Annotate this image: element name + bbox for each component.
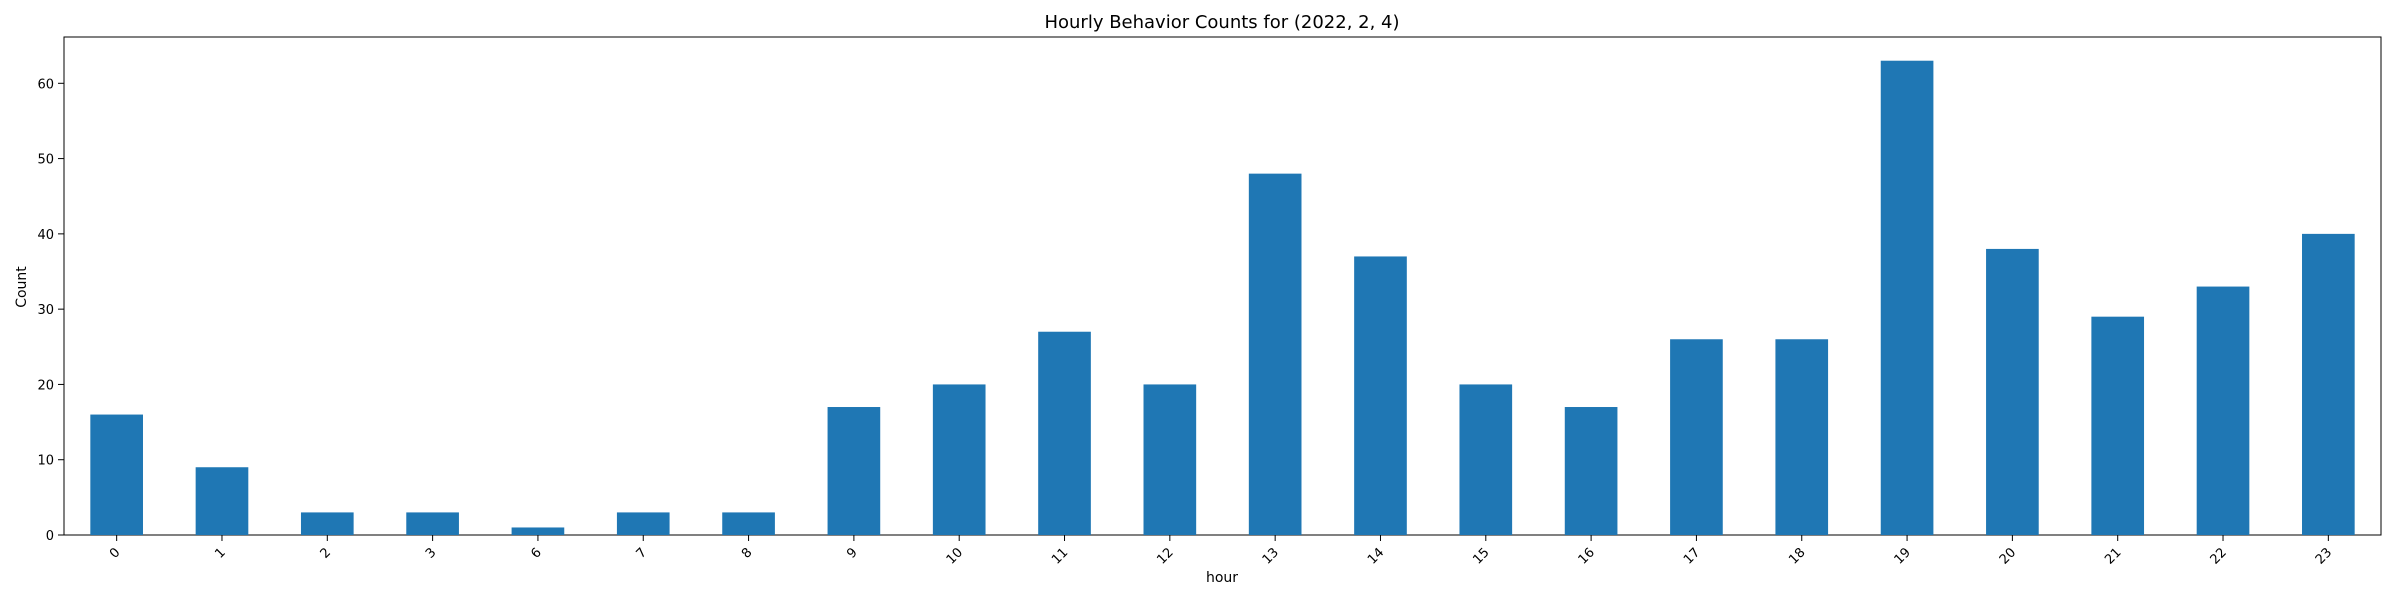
plot-frame <box>63 36 2382 536</box>
x-tick-label: 12 <box>1154 545 1176 567</box>
bar-hour-21 <box>2091 316 2145 535</box>
y-tick-label: 10 <box>37 454 54 469</box>
bar-hour-18 <box>1775 339 1829 535</box>
bar-hour-16 <box>1564 407 1618 535</box>
x-tick-label: 16 <box>1576 545 1598 567</box>
y-tick-label: 50 <box>37 153 54 168</box>
y-axis-label: Count <box>14 266 30 308</box>
x-tick-label: 21 <box>2102 545 2124 567</box>
bar-hour-10 <box>932 384 986 535</box>
y-tick-label: 20 <box>37 378 54 393</box>
bar-hour-1 <box>195 467 249 535</box>
bar-hour-15 <box>1459 384 1513 535</box>
x-tick-label: 19 <box>1892 545 1914 567</box>
bar-hour-23 <box>2302 233 2355 535</box>
x-tick-label: 10 <box>944 545 966 567</box>
x-tick-label: 18 <box>1786 545 1808 567</box>
bar-hour-3 <box>406 512 459 535</box>
bar-hour-20 <box>1986 248 2039 536</box>
bar-hour-13 <box>1248 173 1302 535</box>
y-tick-label: 60 <box>37 77 54 92</box>
bar-series <box>90 60 2355 536</box>
y-tick-label: 0 <box>46 529 54 544</box>
x-tick-label: 15 <box>1470 545 1492 567</box>
bar-hour-22 <box>2196 286 2250 535</box>
x-tick-label: 9 <box>844 545 860 561</box>
x-axis-label: hour <box>1206 570 1238 586</box>
x-tick-label: 7 <box>634 545 650 561</box>
y-axis: 0 10 20 30 40 50 60 <box>37 77 64 544</box>
x-tick-label: 6 <box>528 545 544 561</box>
bar-hour-9 <box>827 407 881 535</box>
x-tick-label: 11 <box>1049 545 1071 567</box>
x-tick-label: 14 <box>1365 545 1387 567</box>
x-axis: 0 1 2 3 6 7 8 9 10 11 12 13 14 15 16 17 18 19 20 21 22 23 <box>107 535 2335 568</box>
x-tick-label: 23 <box>2313 545 2335 567</box>
bar-hour-8 <box>722 512 775 535</box>
plot-area <box>63 36 2382 536</box>
bar-hour-2 <box>300 512 354 535</box>
y-tick-label: 30 <box>37 303 54 318</box>
x-tick-label: 20 <box>1997 545 2019 567</box>
bar-hour-11 <box>1038 331 1091 535</box>
x-tick-label: 1 <box>212 545 228 561</box>
bar-hour-12 <box>1143 384 1197 535</box>
bar-hour-17 <box>1670 339 1723 535</box>
x-tick-label: 0 <box>107 545 123 561</box>
chart-title: Hourly Behavior Counts for (2022, 2, 4) <box>1044 12 1399 33</box>
bar-hour-14 <box>1354 256 1407 535</box>
bar-hour-7 <box>616 512 670 535</box>
x-tick-label: 13 <box>1260 545 1282 567</box>
x-tick-label: 3 <box>423 545 439 561</box>
x-tick-label: 2 <box>318 545 334 561</box>
x-tick-label: 17 <box>1681 545 1703 567</box>
bar-hour-0 <box>90 414 143 535</box>
y-tick-label: 40 <box>37 228 54 243</box>
bar-hour-19 <box>1880 60 1934 536</box>
x-tick-label: 22 <box>2208 545 2230 567</box>
x-tick-label: 8 <box>739 545 755 561</box>
bar-hour-6 <box>511 527 565 535</box>
